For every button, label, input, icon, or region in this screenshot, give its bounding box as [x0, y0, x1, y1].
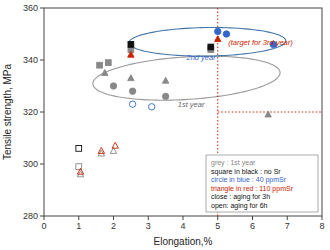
annotation: (target for 3rd year) — [228, 38, 293, 47]
y-tick — [40, 112, 44, 113]
x-tick — [217, 216, 218, 220]
x-tick-label: 8 — [319, 221, 324, 231]
plot-area — [76, 8, 322, 216]
y-tick-label: 280 — [23, 211, 38, 221]
chart: 0 1 2 3 4 5 6 7 8 280 300 320 340 360 Elongation,% Tens… — [0, 0, 330, 250]
y-tick-label: 340 — [23, 55, 38, 65]
point — [129, 88, 135, 94]
x-tick-label: 5 — [215, 221, 220, 231]
note: circle in blue : 40 ppmSr — [211, 176, 287, 184]
x-tick — [252, 216, 253, 220]
x-tick — [322, 216, 323, 220]
point — [223, 31, 229, 37]
x-axis-label: Elongation,% — [154, 236, 213, 247]
notes-box — [206, 155, 318, 212]
x-tick — [183, 216, 184, 220]
note: close : aging for 3h — [211, 193, 270, 201]
x-tick — [78, 216, 79, 220]
x-tick-label: 7 — [285, 221, 290, 231]
point — [149, 104, 155, 110]
y-tick — [40, 164, 44, 165]
point — [97, 62, 103, 68]
y-tick — [40, 8, 44, 9]
point — [105, 60, 111, 66]
x-tick — [113, 216, 114, 220]
x-tick-label: 0 — [41, 221, 46, 231]
x-tick-label: 3 — [146, 221, 151, 231]
point — [98, 147, 104, 153]
x-tick-label: 2 — [111, 221, 116, 231]
x-tick-label: 1 — [76, 221, 81, 231]
point — [162, 93, 168, 99]
point — [76, 146, 82, 152]
point — [112, 142, 118, 148]
note: grey : 1st year — [211, 159, 256, 167]
note: triangle in red : 110 ppmSr — [211, 185, 294, 193]
point — [128, 75, 134, 81]
x-tick — [148, 216, 149, 220]
y-tick-label: 320 — [23, 107, 38, 117]
annotation: 1st year — [178, 100, 205, 109]
point — [162, 77, 168, 83]
y-tick-label: 300 — [23, 159, 38, 169]
y-tick-label: 360 — [23, 3, 38, 13]
y-axis-label: Tensile strength, MPa — [2, 63, 13, 160]
y-tick — [40, 216, 44, 217]
point — [215, 28, 221, 34]
note: square in black : no Sr — [211, 168, 281, 176]
note: open: aging for 6h — [211, 202, 268, 210]
y-tick — [40, 60, 44, 61]
point — [77, 168, 83, 174]
x-tick — [287, 216, 288, 220]
point — [110, 83, 116, 89]
point — [128, 42, 134, 48]
point — [208, 44, 214, 50]
target-hline — [218, 112, 322, 113]
point — [102, 69, 108, 75]
x-tick-label: 4 — [180, 221, 185, 231]
plot-frame — [44, 8, 322, 216]
point — [128, 51, 134, 57]
point — [265, 111, 271, 117]
point — [215, 36, 221, 42]
group-ellipse — [93, 56, 280, 100]
x-tick — [44, 216, 45, 220]
annotation: 2nd year — [185, 53, 216, 62]
x-tick-label: 6 — [250, 221, 255, 231]
point — [129, 101, 135, 107]
